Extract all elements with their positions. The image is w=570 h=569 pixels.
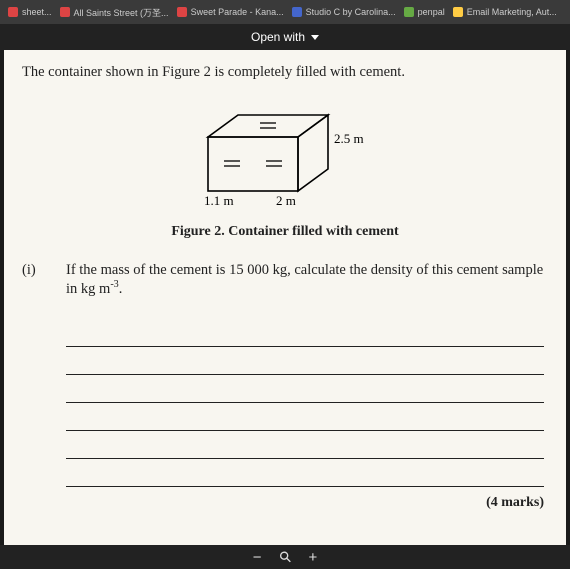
tab-favicon-icon [60, 7, 70, 17]
dim-depth-label: 1.1 m [204, 193, 234, 208]
question-row: (i) If the mass of the cement is 15 000 … [22, 262, 548, 298]
tab-label: Studio C by Carolina... [306, 7, 396, 17]
open-with-bar[interactable]: Open with [0, 24, 570, 50]
browser-tab[interactable]: sheet... [8, 7, 52, 17]
tab-label: Email Marketing, Aut... [467, 7, 557, 17]
answer-line[interactable] [66, 462, 544, 487]
zoom-toolbar: − ⚲ + [0, 545, 570, 569]
tab-favicon-icon [8, 7, 18, 17]
answer-lines [66, 322, 544, 487]
tab-label: penpal [418, 7, 445, 17]
problem-intro-text: The container shown in Figure 2 is compl… [22, 64, 548, 81]
tab-favicon-icon [292, 7, 302, 17]
tab-label: sheet... [22, 7, 52, 17]
chevron-down-icon [311, 35, 319, 40]
figure-caption: Figure 2. Container filled with cement [22, 224, 548, 240]
answer-line[interactable] [66, 322, 544, 347]
zoom-out-button[interactable]: − [253, 549, 262, 566]
marks-label: (4 marks) [22, 495, 544, 511]
zoom-search-icon[interactable]: ⚲ [275, 547, 296, 568]
dim-height-label: 2.5 m [334, 131, 364, 146]
browser-tab[interactable]: Email Marketing, Aut... [453, 7, 557, 17]
dim-width-label: 2 m [276, 193, 296, 208]
answer-line[interactable] [66, 378, 544, 403]
document-page: The container shown in Figure 2 is compl… [4, 50, 566, 545]
answer-line[interactable] [66, 434, 544, 459]
open-with-label: Open with [251, 30, 305, 44]
tab-favicon-icon [404, 7, 414, 17]
figure-container: 2.5 m 2 m 1.1 m Figure 2. Container fill… [22, 99, 548, 240]
tab-label: All Saints Street (万圣... [74, 6, 169, 19]
answer-line[interactable] [66, 350, 544, 375]
browser-tab[interactable]: Sweet Parade - Kana... [177, 7, 284, 17]
browser-tab-bar: sheet... All Saints Street (万圣... Sweet … [0, 0, 570, 24]
answer-line[interactable] [66, 406, 544, 431]
question-label: (i) [22, 262, 48, 298]
browser-tab[interactable]: Studio C by Carolina... [292, 7, 396, 17]
tab-favicon-icon [177, 7, 187, 17]
browser-tab[interactable]: All Saints Street (万圣... [60, 6, 169, 19]
cuboid-diagram: 2.5 m 2 m 1.1 m [180, 99, 390, 209]
tab-favicon-icon [453, 7, 463, 17]
browser-tab[interactable]: penpal [404, 7, 445, 17]
tab-label: Sweet Parade - Kana... [191, 7, 284, 17]
question-text: If the mass of the cement is 15 000 kg, … [66, 262, 548, 298]
zoom-in-button[interactable]: + [309, 549, 318, 566]
